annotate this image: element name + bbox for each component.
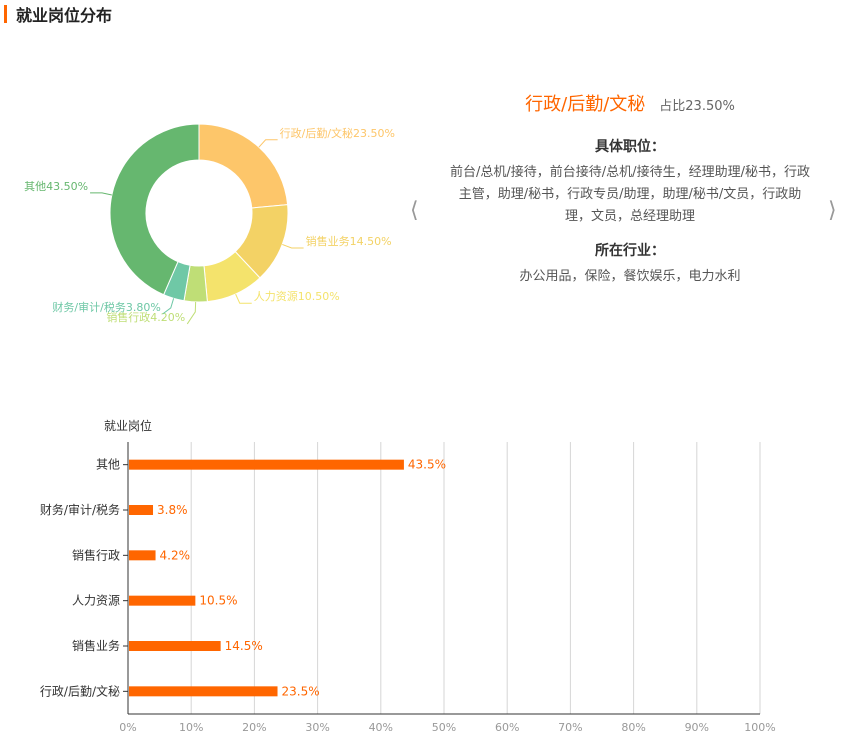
y-tick-label: 其他: [96, 458, 120, 472]
positions-title: 具体职位：: [595, 139, 665, 155]
detail-ratio: 占比23.50%: [659, 99, 735, 114]
x-tick-label: 50%: [432, 721, 456, 734]
x-tick-label: 90%: [685, 721, 709, 734]
positions-text: 前台/总机/接待，前台接待/总机/接待生，经理助理/秘书，行政主管，助理/秘书，…: [450, 165, 810, 224]
donut-slice[interactable]: [198, 123, 289, 209]
donut-label-line: [235, 293, 252, 304]
y-tick-label: 财务/审计/税务: [40, 502, 120, 517]
x-tick-label: 10%: [179, 721, 203, 734]
bar-chart: 就业岗位 0% 10% 20% 30% 40% 50% 60% 70% 80% 90% 100% 其他 4…: [40, 418, 776, 734]
donut-label-line: [258, 139, 278, 148]
donut-slice-label: 财务/审计/税务3.80%: [52, 300, 160, 314]
bar[interactable]: [129, 641, 221, 651]
page-title: 就业岗位分布: [16, 6, 113, 25]
donut-label-line: [282, 243, 304, 249]
bar-value-label: 43.5%: [408, 458, 446, 472]
bar[interactable]: [129, 686, 278, 697]
bar[interactable]: [129, 595, 196, 606]
y-tick-label: 销售业务: [72, 638, 120, 653]
y-tick-label: 行政/后勤/文秘: [40, 683, 120, 698]
chevron-right-icon[interactable]: ⟩: [828, 198, 837, 223]
bar-value-label: 4.2%: [160, 548, 191, 562]
donut-slice-label: 人力资源10.50%: [254, 289, 340, 303]
x-tick-label: 70%: [558, 721, 582, 734]
donut-slice-label: 其他43.50%: [24, 180, 88, 193]
header-accent-bar: [4, 5, 7, 23]
x-tick-label: 30%: [305, 721, 329, 734]
donut-slice-label: 销售行政4.20%: [106, 310, 185, 324]
x-tick-label: 100%: [744, 721, 775, 734]
donut-chart[interactable]: 行政/后勤/文秘23.50% 销售业务14.50% 人力资源10.50% 销售行政4.…: [0, 90, 440, 340]
donut-label-line: [90, 192, 112, 196]
bar-value-label: 3.8%: [157, 503, 188, 517]
section-header: 就业岗位分布: [0, 0, 112, 28]
bar[interactable]: [129, 505, 154, 515]
industry-title: 所在行业：: [595, 243, 665, 259]
bar[interactable]: [129, 550, 156, 561]
x-tick-label: 0%: [119, 721, 136, 734]
y-axis-title: 就业岗位: [104, 418, 152, 433]
donut-slice-label: 行政/后勤/文秘23.50%: [280, 126, 395, 140]
bar[interactable]: [129, 459, 404, 470]
bar-value-label: 23.5%: [282, 684, 320, 698]
bar-value-label: 14.5%: [225, 639, 263, 653]
detail-panel: 行政/后勤/文秘 占比23.50% 具体职位： 前台/总机/接待，前台接待/总机…: [440, 90, 820, 288]
detail-position-name: 行政/后勤/文秘: [525, 94, 646, 115]
x-tick-label: 60%: [495, 721, 519, 734]
y-tick-label: 销售行政: [72, 547, 120, 562]
bar-value-label: 10.5%: [199, 594, 237, 608]
x-tick-label: 20%: [242, 721, 266, 734]
chevron-left-icon[interactable]: ⟨: [410, 198, 419, 223]
industry-text: 办公用品，保险，餐饮娱乐，电力水利: [519, 269, 741, 284]
donut-label-line: [186, 301, 197, 325]
donut-slice-label: 销售业务14.50%: [306, 234, 392, 248]
x-tick-label: 80%: [621, 721, 645, 734]
donut-slice[interactable]: [109, 123, 200, 296]
x-tick-label: 40%: [369, 721, 393, 734]
donut-label-line: [162, 298, 175, 315]
y-tick-label: 人力资源: [72, 594, 120, 608]
detail-head: 行政/后勤/文秘 占比23.50%: [440, 90, 820, 116]
